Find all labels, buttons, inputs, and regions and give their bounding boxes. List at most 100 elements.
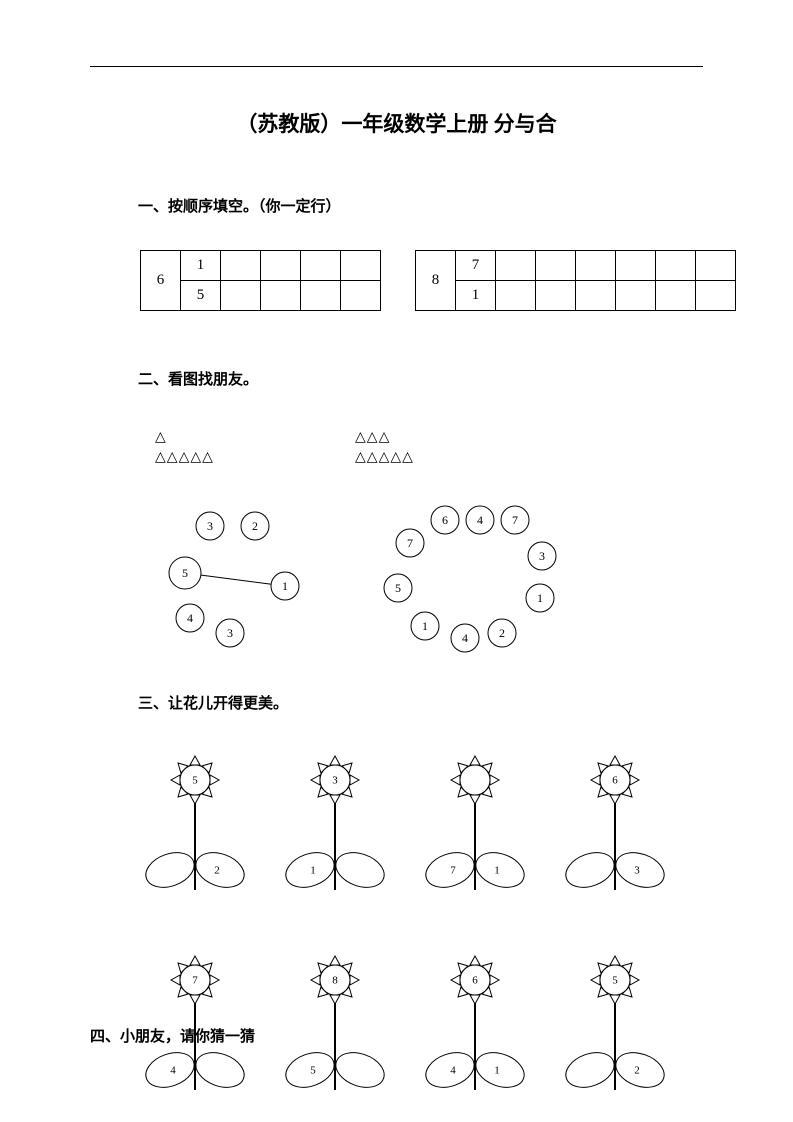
flower-diagram: 31 [270, 740, 400, 920]
flower-leaf-right [471, 846, 529, 893]
flower-petal [330, 795, 340, 804]
flower-leaf-right [471, 1046, 529, 1093]
table1-lead: 6 [141, 251, 181, 311]
table1-r2c3 [261, 281, 301, 311]
table1-r2c2 [221, 281, 261, 311]
flower-leaf-right-label: 1 [494, 865, 500, 877]
flower-petal [171, 975, 180, 985]
flower-leaf-right-label: 3 [634, 865, 640, 877]
table2-r1c2 [496, 251, 536, 281]
table1-r1c2 [221, 251, 261, 281]
flower-petal [330, 756, 340, 765]
triangle-group-2-row2: △△△△△ [355, 448, 414, 468]
table2-r2c1: 1 [456, 281, 496, 311]
flower-leaf-right [191, 846, 249, 893]
table2-r2c3 [536, 281, 576, 311]
flower-leaf-left-label: 4 [170, 1065, 176, 1077]
flower-leaf-left-label: 7 [450, 865, 456, 877]
flower-leaf-left [561, 1046, 619, 1093]
triangle-icon: △ [379, 428, 390, 448]
flower-petal [591, 775, 600, 785]
section-4-heading: 四、小朋友，请你猜一猜 [90, 1025, 255, 1046]
triangle-group-2: △△△ △△△△△ [355, 428, 414, 468]
table2-r1c7 [696, 251, 736, 281]
triangle-icon: △ [355, 428, 366, 448]
flower-leaf-right-label: 2 [634, 1065, 640, 1077]
table1-r1c1: 1 [181, 251, 221, 281]
triangle-icon: △ [355, 448, 366, 468]
flower-petal [190, 756, 200, 765]
table1-r1c5 [341, 251, 381, 281]
flower-center-label: 3 [332, 775, 338, 787]
cluster-node-label: 4 [477, 513, 483, 527]
flower-leaf-right-label: 2 [214, 865, 220, 877]
flower-leaf-left [561, 846, 619, 893]
flower-petal [610, 956, 620, 965]
flower-leaf-left [141, 846, 199, 893]
flower-item: 31 [270, 740, 400, 920]
flower-petal [190, 956, 200, 965]
table2-r1c6 [656, 251, 696, 281]
section-2-heading: 二、看图找朋友。 [138, 368, 258, 389]
flower-item: 6 4 1 [410, 940, 540, 1120]
page-title: （苏教版）一年级数学上册 分与合 [0, 108, 793, 138]
cluster-node-label: 3 [539, 549, 545, 563]
cluster-node-label: 3 [227, 626, 233, 640]
flower-petal [451, 775, 460, 785]
flower-petal [490, 775, 499, 785]
flower-petal [311, 775, 320, 785]
table1-r1c3 [261, 251, 301, 281]
flower-leaf-left-label: 4 [450, 1065, 456, 1077]
table2-r1c3 [536, 251, 576, 281]
table2-r2c6 [656, 281, 696, 311]
triangle-icon: △ [155, 428, 166, 448]
flower-leaf-right [331, 846, 389, 893]
cluster-node-label: 1 [537, 591, 543, 605]
triangle-icon: △ [379, 448, 390, 468]
flower-diagram: 6 4 1 [410, 940, 540, 1120]
flower-center-label: 6 [472, 975, 478, 987]
cluster-node-label: 2 [252, 519, 258, 533]
cluster-node-label: 7 [407, 536, 413, 550]
triangle-icon: △ [402, 448, 413, 468]
flower-diagram: 71 [410, 740, 540, 920]
cluster-node-label: 6 [442, 513, 448, 527]
flower-leaf-right [611, 846, 669, 893]
flower-leaf-right [331, 1046, 389, 1093]
circle-cluster-2: 6477351142 [350, 498, 560, 658]
flower-center-label: 5 [612, 975, 618, 987]
flower-petal [171, 775, 180, 785]
flower-petal [610, 995, 620, 1004]
flower-petal [470, 756, 480, 765]
flower-petal [470, 956, 480, 965]
table1-r1c4 [301, 251, 341, 281]
triangle-group-2-row1: △△△ [355, 428, 414, 448]
flower-item: 63 [550, 740, 680, 920]
cluster-node-label: 3 [207, 519, 213, 533]
cluster-node-label: 5 [395, 581, 401, 595]
flower-item: 71 [410, 740, 540, 920]
flower-petal [451, 975, 460, 985]
flower-petal [190, 795, 200, 804]
flower-petal [490, 975, 499, 985]
cluster-node-label: 4 [187, 611, 193, 625]
top-horizontal-rule [90, 66, 703, 67]
flower-leaf-left-label: 5 [310, 1065, 316, 1077]
table2-r1c1: 7 [456, 251, 496, 281]
flower-diagram: 52 [130, 740, 260, 920]
flower-leaf-right-label: 1 [494, 1065, 500, 1077]
table1-r2c5 [341, 281, 381, 311]
cluster-node-label: 7 [512, 513, 518, 527]
flower-leaf-right [191, 1046, 249, 1093]
triangle-icon: △ [167, 448, 178, 468]
flower-leaf-right [611, 1046, 669, 1093]
flower-petal [591, 975, 600, 985]
table-6-split: 6 1 5 [140, 250, 381, 311]
table1-r2c1: 5 [181, 281, 221, 311]
flower-diagram: 63 [550, 740, 680, 920]
table2-r1c5 [616, 251, 656, 281]
flower-center-label: 6 [612, 775, 618, 787]
flower-petal [610, 756, 620, 765]
flower-diagram: 85 [270, 940, 400, 1120]
flower-petal [350, 775, 359, 785]
